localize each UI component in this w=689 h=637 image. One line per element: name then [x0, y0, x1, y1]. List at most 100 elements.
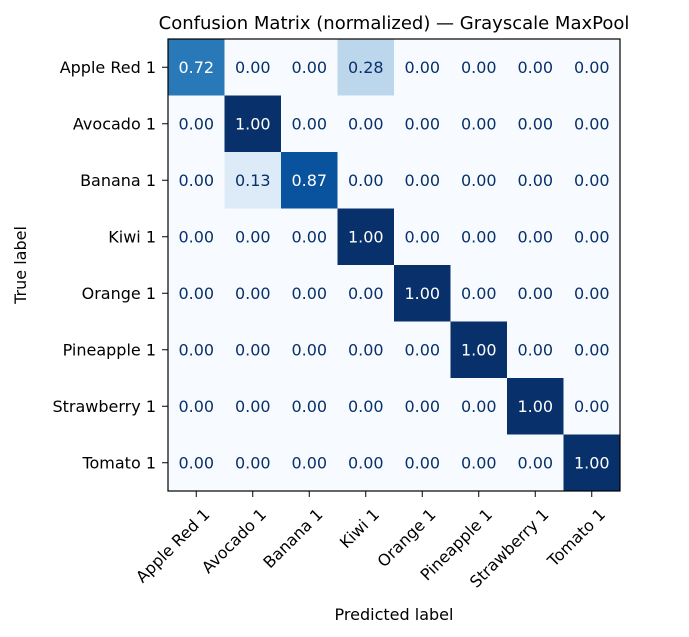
heatmap-cell — [337, 434, 395, 492]
heatmap-cell — [394, 265, 451, 322]
heatmap-cell — [168, 152, 225, 209]
cell-value-label: 1.00 — [517, 397, 553, 416]
cell-value-label: 0.00 — [574, 114, 610, 133]
cell-value-label: 0.00 — [461, 58, 497, 77]
cell-value-label: 0.00 — [517, 171, 553, 190]
cell-value-label: 0.00 — [574, 340, 610, 359]
heatmap-cell — [563, 321, 621, 379]
y-tick-label-pineapple-1: Pineapple 1 — [63, 340, 156, 359]
heatmap-cell — [450, 152, 508, 209]
heatmap-cell — [507, 95, 564, 153]
heatmap-cell — [450, 95, 508, 153]
cell-value-label: 0.00 — [348, 453, 384, 472]
heatmap-cell — [337, 152, 395, 209]
cell-value-label: 1.00 — [574, 453, 610, 472]
y-axis-ticks: Apple Red 1 Avocado 1 Banana 1 Kiwi 1 Orange… — [52, 58, 168, 472]
heatmap-cell — [394, 152, 451, 209]
cell-value-label: 0.00 — [291, 340, 327, 359]
heatmap-cell — [394, 378, 451, 435]
cell-value-label: 0.00 — [574, 284, 610, 303]
cell-value-label: 0.13 — [235, 171, 271, 190]
cell-value-label: 0.00 — [348, 397, 384, 416]
heatmap-cell — [281, 152, 338, 209]
y-tick-label-avocado-1: Avocado 1 — [73, 114, 156, 133]
cell-value-label: 0.87 — [291, 171, 327, 190]
heatmap-cell — [507, 434, 564, 492]
y-tick-label-apple-red-1: Apple Red 1 — [60, 58, 156, 77]
cell-value-label: 0.00 — [235, 227, 271, 246]
heatmap-cell — [281, 321, 338, 379]
heatmap-cell — [394, 321, 451, 379]
heatmap-cell — [281, 434, 338, 492]
heatmap-cell — [337, 95, 395, 153]
cell-value-label: 0.00 — [235, 397, 271, 416]
heatmap-cell — [450, 208, 508, 266]
heatmap-cell — [224, 321, 282, 379]
cell-value-label: 0.00 — [461, 397, 497, 416]
cell-value-label: 0.72 — [178, 58, 214, 77]
heatmap-cell — [507, 378, 564, 435]
cell-value-label: 0.00 — [517, 227, 553, 246]
heatmap-cell — [507, 152, 564, 209]
heatmap-cell — [337, 321, 395, 379]
heatmap-cell — [224, 265, 282, 322]
cell-value-label: 0.00 — [461, 453, 497, 472]
heatmap-cell — [563, 152, 621, 209]
cell-value-label: 0.00 — [404, 114, 440, 133]
cell-value-label: 0.00 — [404, 340, 440, 359]
cell-value-label: 0.00 — [404, 58, 440, 77]
heatmap-cell — [224, 208, 282, 266]
heatmap-cell — [337, 265, 395, 322]
cell-value-label: 0.00 — [235, 453, 271, 472]
cell-value-label: 0.00 — [404, 397, 440, 416]
heatmap-cell — [394, 434, 451, 492]
cell-value-labels: 0.72 0.00 0.00 0.28 0.00 0.00 0.00 0.00 0.00 1.00… — [178, 58, 609, 473]
cell-value-label: 1.00 — [461, 340, 497, 359]
cell-value-label: 0.00 — [517, 284, 553, 303]
heatmap-cell — [507, 265, 564, 322]
heatmap-cell — [337, 378, 395, 435]
heatmap-cell — [450, 265, 508, 322]
heatmap-cell — [168, 208, 225, 266]
cell-value-label: 0.00 — [517, 340, 553, 359]
cell-value-label: 0.00 — [461, 284, 497, 303]
cell-value-label: 0.00 — [178, 284, 214, 303]
cell-value-label: 0.00 — [235, 58, 271, 77]
heatmap-cell — [224, 39, 282, 96]
heatmap-cell — [224, 152, 282, 209]
heatmap-cell — [281, 95, 338, 153]
cell-value-label: 0.00 — [291, 453, 327, 472]
cell-value-label: 0.00 — [517, 114, 553, 133]
cell-value-label: 0.00 — [178, 114, 214, 133]
heatmap-cell — [563, 39, 621, 96]
heatmap-cell — [168, 321, 225, 379]
heatmap-cell — [394, 95, 451, 153]
heatmap-cell — [337, 39, 395, 96]
y-axis-label: True label — [11, 226, 30, 305]
heatmap-cell — [507, 208, 564, 266]
heatmap-cell — [168, 434, 225, 492]
heatmap-cell — [281, 39, 338, 96]
cell-value-label: 0.00 — [235, 340, 271, 359]
cell-value-label: 0.00 — [404, 453, 440, 472]
heatmap-cell — [281, 378, 338, 435]
y-tick-label-banana-1: Banana 1 — [80, 171, 156, 190]
heatmap-cell — [450, 434, 508, 492]
heatmap-cell — [224, 434, 282, 492]
cell-value-label: 0.00 — [291, 227, 327, 246]
cell-value-label: 0.00 — [461, 171, 497, 190]
heatmap-cell — [507, 321, 564, 379]
x-tick-label-tomato-1: Tomato 1 — [543, 505, 609, 571]
cell-value-label: 0.00 — [574, 171, 610, 190]
cell-value-label: 0.00 — [404, 171, 440, 190]
cell-value-label: 0.00 — [348, 114, 384, 133]
cell-value-label: 0.28 — [348, 58, 384, 77]
cell-value-label: 0.00 — [574, 397, 610, 416]
cell-value-label: 0.00 — [461, 114, 497, 133]
heatmap-cell — [450, 378, 508, 435]
heatmap-cells — [168, 39, 621, 492]
heatmap-cell — [168, 95, 225, 153]
heatmap-cell — [563, 265, 621, 322]
heatmap-cell — [281, 265, 338, 322]
